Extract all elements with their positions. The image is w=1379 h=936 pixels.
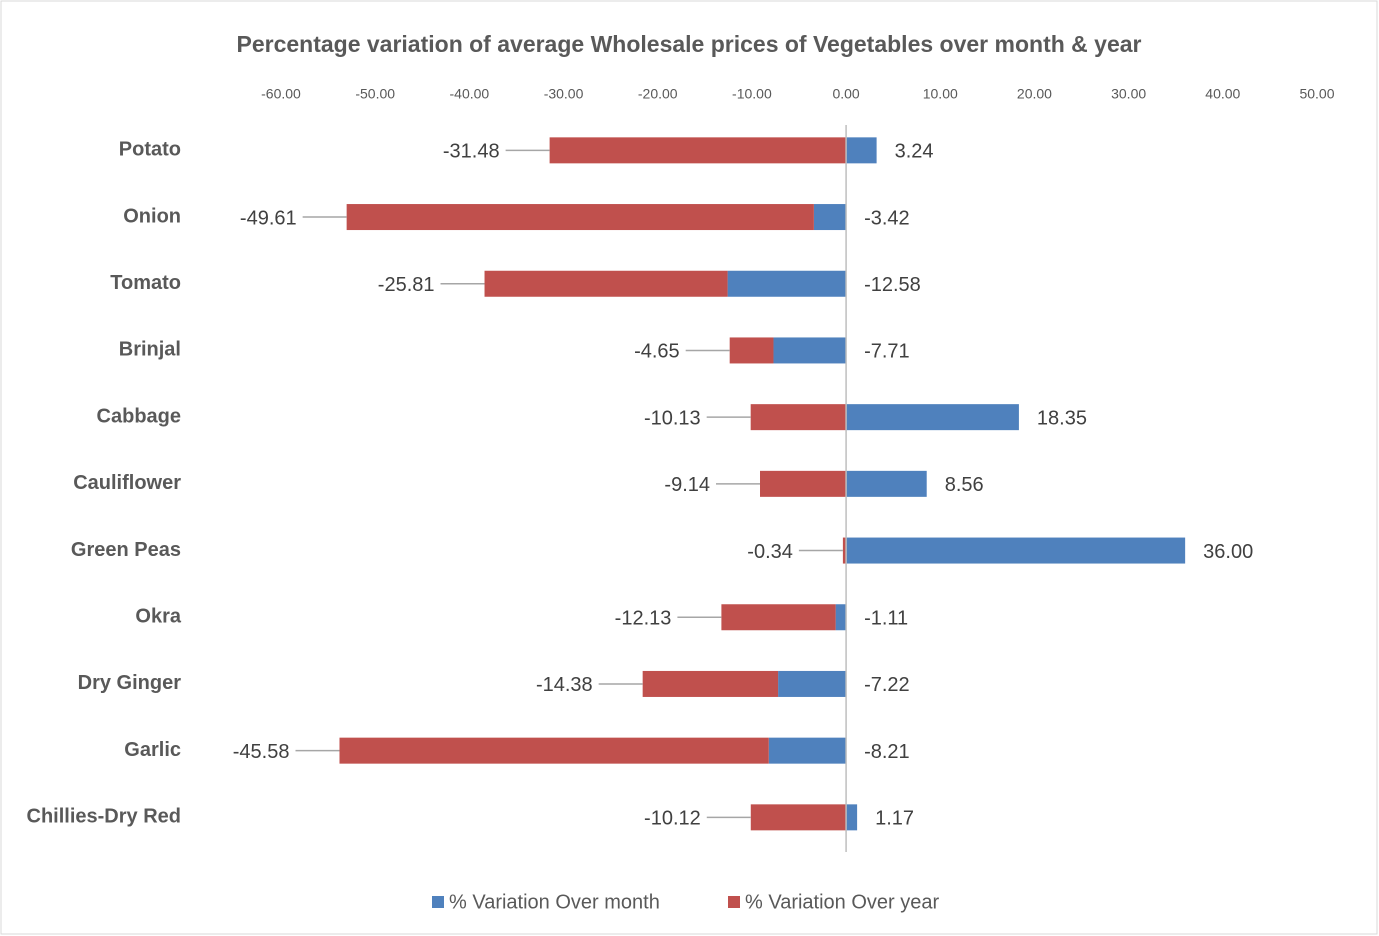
- bar-segment: [750, 404, 847, 431]
- x-tick-label: 20.00: [1017, 86, 1052, 102]
- data-label: -10.12: [644, 808, 701, 830]
- data-label: -25.81: [378, 274, 435, 296]
- category-label: Okra: [135, 606, 181, 628]
- category-label: Green Peas: [71, 539, 181, 561]
- bar-segment: [760, 470, 847, 497]
- bar-segment: [846, 804, 858, 831]
- data-label: -12.58: [864, 274, 921, 296]
- bar-segment: [813, 204, 847, 231]
- data-label: -7.71: [864, 341, 910, 363]
- bar-segment: [846, 137, 877, 164]
- data-label: -0.34: [747, 541, 793, 563]
- data-label: -49.61: [240, 207, 297, 229]
- bar-segment: [729, 337, 774, 364]
- data-label: -9.14: [664, 474, 710, 496]
- x-tick-label: 50.00: [1299, 86, 1334, 102]
- bar-segment: [846, 537, 1186, 564]
- bar-segment: [778, 670, 847, 697]
- x-tick-label: -10.00: [732, 86, 772, 102]
- bar-segment: [727, 270, 847, 297]
- x-tick-label: -40.00: [450, 86, 490, 102]
- data-label: -14.38: [536, 674, 593, 696]
- data-label: -8.21: [864, 741, 910, 763]
- chart-title: Percentage variation of average Wholesal…: [236, 31, 1141, 57]
- data-label: 18.35: [1037, 407, 1087, 429]
- data-label: -45.58: [233, 741, 290, 763]
- bar-segment: [773, 337, 847, 364]
- category-label: Garlic: [124, 739, 181, 761]
- data-label: 3.24: [895, 141, 934, 163]
- x-tick-label: -20.00: [638, 86, 678, 102]
- data-label: -4.65: [634, 341, 680, 363]
- legend-label: % Variation Over month: [449, 891, 660, 913]
- data-label: -7.22: [864, 674, 910, 696]
- x-tick-label: -30.00: [544, 86, 584, 102]
- bar-segment: [842, 537, 847, 564]
- x-tick-label: 40.00: [1205, 86, 1240, 102]
- bar-segment: [835, 604, 847, 631]
- x-tick-label: 10.00: [923, 86, 958, 102]
- bar-segment: [642, 670, 779, 697]
- category-label: Dry Ginger: [78, 672, 182, 694]
- x-tick-label: 0.00: [832, 86, 859, 102]
- category-label: Potato: [119, 139, 181, 161]
- data-label: 8.56: [945, 474, 984, 496]
- legend-swatch: [728, 896, 740, 908]
- bar-segment: [549, 137, 847, 164]
- x-tick-label: -60.00: [261, 86, 301, 102]
- data-label: 1.17: [875, 808, 914, 830]
- bar-segment: [721, 604, 836, 631]
- bar-segment: [846, 470, 927, 497]
- bar-segment: [346, 204, 814, 231]
- category-label: Tomato: [110, 272, 181, 294]
- x-tick-label: 30.00: [1111, 86, 1146, 102]
- category-label: Cauliflower: [73, 472, 181, 494]
- x-tick-label: -50.00: [355, 86, 395, 102]
- legend-swatch: [432, 896, 444, 908]
- data-label: -1.11: [864, 608, 908, 630]
- bar-segment: [484, 270, 728, 297]
- bar-segment: [768, 737, 847, 764]
- data-label: -10.13: [644, 407, 701, 429]
- data-label: -12.13: [615, 608, 672, 630]
- category-label: Onion: [123, 205, 181, 227]
- bar-segment: [750, 804, 847, 831]
- data-label: -3.42: [864, 207, 910, 229]
- data-label: 36.00: [1203, 541, 1253, 563]
- bar-segment: [339, 737, 769, 764]
- category-label: Chillies-Dry Red: [27, 806, 181, 828]
- data-label: -31.48: [443, 141, 500, 163]
- category-label: Brinjal: [119, 339, 181, 361]
- bar-segment: [846, 404, 1019, 431]
- category-label: Cabbage: [97, 405, 181, 427]
- legend-label: % Variation Over year: [745, 891, 939, 913]
